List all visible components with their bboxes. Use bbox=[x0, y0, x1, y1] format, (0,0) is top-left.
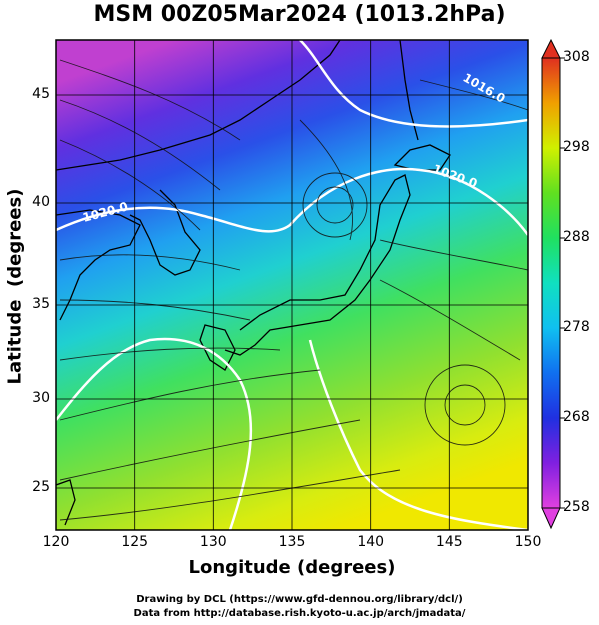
streamline bbox=[59, 299, 251, 321]
y-axis-label: Latitude (degrees) bbox=[4, 188, 26, 385]
drawing-credit: Drawing by DCL (https://www.gfd-dennou.o… bbox=[136, 594, 463, 605]
streamline bbox=[59, 469, 401, 521]
x-tick-label: 145 bbox=[435, 534, 463, 550]
x-tick-label: 140 bbox=[357, 534, 385, 550]
colorbar-ticks bbox=[560, 57, 565, 509]
x-tick-label: 125 bbox=[121, 534, 149, 550]
x-tick-label: 135 bbox=[278, 534, 306, 550]
cyclone-circulation bbox=[316, 186, 354, 224]
colorbar-tick-label: 298 bbox=[563, 139, 590, 155]
colorbar bbox=[541, 57, 561, 509]
streamline bbox=[59, 139, 201, 231]
y-tick-label: 40 bbox=[32, 194, 50, 210]
streamline bbox=[59, 99, 221, 191]
colorbar-tick-label: 258 bbox=[563, 499, 590, 515]
colorbar-tick-label: 278 bbox=[563, 319, 590, 335]
isobar-line bbox=[299, 40, 528, 128]
x-tick-label: 120 bbox=[42, 534, 70, 550]
streamlines bbox=[59, 59, 528, 521]
korea-coast bbox=[129, 189, 201, 276]
anticyclone-circulation bbox=[424, 364, 506, 446]
plot-frame bbox=[55, 39, 529, 531]
japan-kyushu-coast bbox=[199, 324, 236, 371]
x-tick-label: 130 bbox=[199, 534, 227, 550]
colorbar-tick-label: 288 bbox=[563, 229, 590, 245]
japan-honshu-coast bbox=[224, 174, 411, 356]
streamline bbox=[299, 119, 353, 241]
isobars bbox=[56, 40, 528, 530]
y-tick-label: 35 bbox=[32, 296, 50, 312]
colorbar-tick-label: 268 bbox=[563, 409, 590, 425]
streamline bbox=[59, 347, 281, 361]
isobar-line bbox=[308, 339, 528, 530]
cyclone-circulation bbox=[302, 172, 368, 238]
y-tick-label: 25 bbox=[32, 479, 50, 495]
x-tick-label: 150 bbox=[514, 534, 542, 550]
isobar-line bbox=[56, 167, 528, 236]
streamline bbox=[59, 254, 241, 271]
colorbar-tick-label: 308 bbox=[563, 49, 590, 65]
graticule bbox=[56, 40, 528, 530]
map-title: MSM 00Z05Mar2024 (1013.2hPa) bbox=[93, 2, 506, 27]
colorbar-min-arrow bbox=[541, 507, 561, 530]
streamline bbox=[59, 419, 361, 481]
streamline bbox=[379, 279, 521, 361]
streamline bbox=[59, 369, 321, 421]
anticyclone-circulation bbox=[444, 384, 486, 426]
colorbar-max-arrow bbox=[541, 38, 561, 59]
x-axis-label: Longitude (degrees) bbox=[188, 557, 396, 578]
data-credit: Data from http://database.rish.kyoto-u.a… bbox=[133, 608, 466, 619]
asia-mainland-coast bbox=[56, 40, 341, 171]
taiwan-coast bbox=[56, 479, 76, 526]
y-tick-label: 45 bbox=[32, 86, 50, 102]
isobar-line bbox=[56, 337, 253, 530]
streamline bbox=[379, 239, 528, 271]
y-tick-label: 30 bbox=[32, 390, 50, 406]
streamline bbox=[59, 59, 241, 141]
